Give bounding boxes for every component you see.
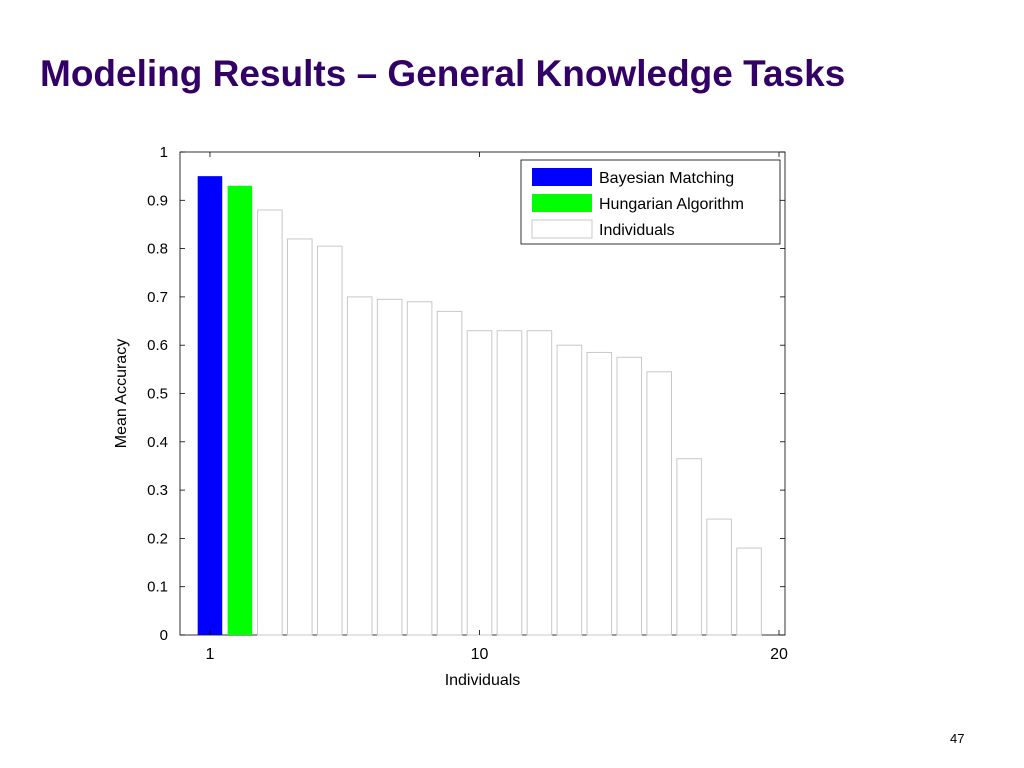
bar-12	[526, 330, 553, 636]
bar-11	[496, 330, 523, 636]
y-tick-label: 0.3	[147, 482, 168, 499]
y-tick-label: 0.2	[147, 530, 168, 547]
legend-label: Bayesian Matching	[599, 170, 734, 187]
y-tick-label: 0	[160, 627, 168, 644]
x-tick-label: 20	[770, 646, 788, 663]
x-tick-label: 1	[205, 646, 214, 663]
x-tick-label: 10	[471, 646, 489, 663]
legend-label: Hungarian Algorithm	[599, 196, 744, 213]
y-tick-label: 0.8	[147, 241, 168, 258]
y-axis-label: Mean Accuracy	[113, 339, 130, 448]
legend-label: Individuals	[599, 222, 675, 239]
bar-16	[646, 371, 672, 636]
slide-title: Modeling Results – General Knowledge Tas…	[40, 53, 846, 94]
y-tick-label: 0.5	[147, 386, 168, 403]
legend-swatch-3	[531, 219, 593, 239]
bar-4	[287, 238, 313, 636]
y-tick-label: 0.9	[147, 192, 168, 209]
bar-7	[376, 298, 403, 636]
y-tick-label: 1	[160, 144, 168, 161]
y-tick-label: 0.7	[147, 289, 168, 306]
bar-10	[466, 330, 493, 636]
bar-19	[736, 547, 762, 636]
bar-13	[556, 344, 583, 636]
legend-swatch-1	[532, 168, 592, 186]
bar-2	[227, 185, 253, 635]
bar-1	[197, 176, 223, 635]
legend-swatch-2	[532, 194, 592, 212]
bar-3	[257, 209, 283, 636]
y-tick-label: 0.1	[147, 579, 168, 596]
y-tick-label: 0.6	[147, 337, 168, 354]
bar-14	[586, 351, 613, 636]
bar-17	[676, 458, 702, 636]
x-axis-label: Individuals	[445, 672, 521, 689]
bar-6	[346, 296, 373, 636]
bar-15	[616, 356, 643, 636]
bar-5	[316, 245, 343, 636]
bar-8	[406, 301, 433, 636]
y-tick-label: 0.4	[147, 434, 168, 451]
bar-9	[436, 310, 463, 636]
page-number: 47	[950, 731, 965, 746]
bar-18	[706, 518, 732, 636]
